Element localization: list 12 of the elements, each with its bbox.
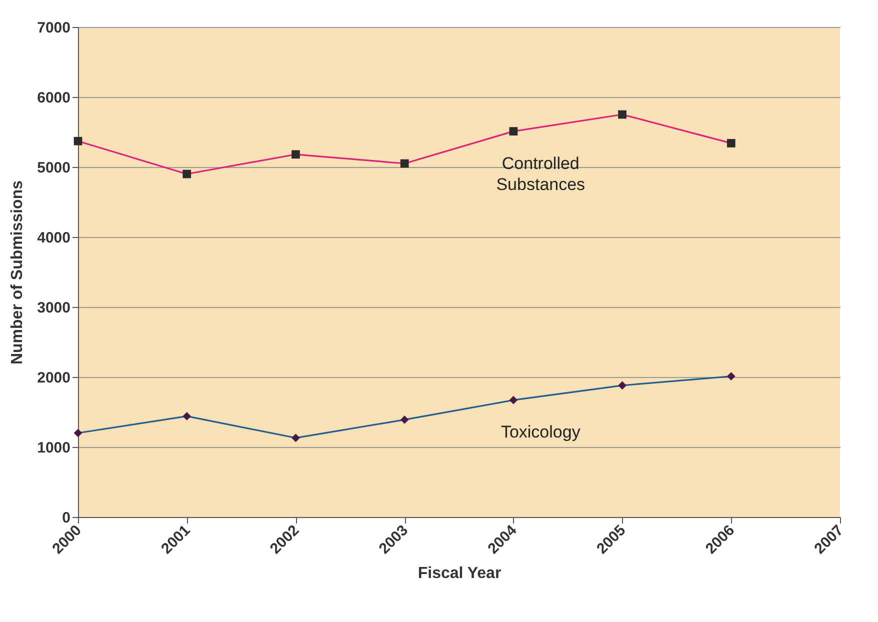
series-label: Toxicology — [500, 422, 581, 442]
y-tick-label: 4000 — [37, 230, 70, 246]
y-tick-label: 0 — [62, 510, 70, 526]
y-axis-title: Number of Submissions — [9, 180, 26, 365]
series-label: Controlled Substances — [496, 154, 586, 194]
y-tick-label: 1000 — [37, 440, 70, 456]
x-axis-title: Fiscal Year — [418, 564, 502, 582]
y-tick-label: 6000 — [37, 90, 70, 106]
y-tick-label: 7000 — [37, 20, 70, 36]
y-tick-label: 2000 — [37, 370, 70, 386]
y-tick-label: 5000 — [37, 160, 70, 176]
y-tick-label: 3000 — [37, 300, 70, 316]
